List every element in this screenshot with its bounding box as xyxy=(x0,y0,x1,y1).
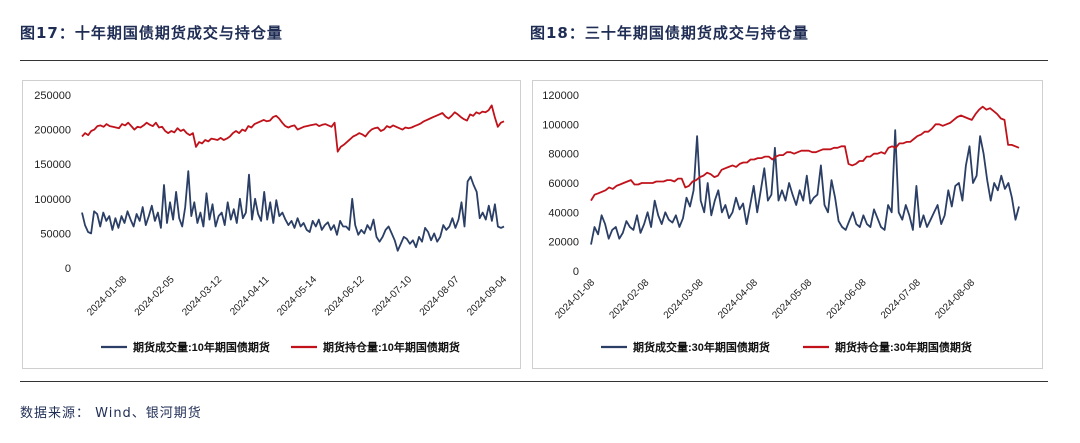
chart-10y-xtick-label: 2024-03-12 xyxy=(180,274,224,318)
chart-30y-ytick-label: 20000 xyxy=(548,237,579,249)
chart-panel-30y: 0 20000 40000 60000 80000 100000 120000 2024-01… xyxy=(532,80,1043,369)
chart-10y-xtick-label: 2024-07-10 xyxy=(370,274,414,318)
chart-10y-xtick-label: 2024-02-05 xyxy=(133,274,177,318)
source-note: 数据来源： Wind、银河期货 xyxy=(20,406,202,421)
chart-10y-series-open-interest-line xyxy=(81,104,505,153)
chart-30y-xtick-label: 2024-06-08 xyxy=(825,277,869,321)
chart-10y-ytick-label: 200000 xyxy=(34,125,71,137)
chart-30y-xtick-label: 2024-08-08 xyxy=(933,277,977,321)
chart-30y-svg: 0 20000 40000 60000 80000 100000 120000 2024-01… xyxy=(542,90,1020,354)
chart-10y-xtick-label: 2024-05-14 xyxy=(275,274,319,318)
chart-30y-xtick-label: 2024-02-08 xyxy=(607,277,651,321)
chart-30y-ytick-label: 80000 xyxy=(548,149,579,161)
top-rule xyxy=(20,60,1048,61)
figure-17-title: 图17：十年期国债期货成交与持仓量 xyxy=(20,24,283,42)
chart-30y-xtick-label: 2024-01-08 xyxy=(553,277,597,321)
chart-30y-legend-label-volume: 期货成交量:30年期国债期货 xyxy=(633,340,770,354)
chart-panel-10y: 0 50000 100000 150000 200000 250000 2024-01-08… xyxy=(22,80,521,369)
chart-30y-ytick-label: 100000 xyxy=(542,119,579,131)
chart-10y-xtick-label: 2024-09-04 xyxy=(465,274,509,318)
chart-30y-ytick-label: 40000 xyxy=(548,207,579,219)
chart-10y-ytick-label: 150000 xyxy=(34,159,71,171)
chart-10y-xtick-label: 2024-08-07 xyxy=(418,274,462,318)
chart-30y-ytick-label: 120000 xyxy=(542,90,579,102)
chart-10y-xtick-label: 2024-01-08 xyxy=(85,274,129,318)
chart-10y-ytick-label: 0 xyxy=(65,263,71,275)
chart-30y-series-volume-line xyxy=(590,129,1020,245)
chart-10y-ytick-label: 50000 xyxy=(40,228,71,240)
chart-10y-series-volume-line xyxy=(81,170,505,252)
chart-10y-legend-label-open-interest: 期货持仓量:10年期国债期货 xyxy=(323,340,460,354)
chart-10y-legend-label-volume: 期货成交量:10年期国债期货 xyxy=(133,340,270,354)
bottom-rule xyxy=(20,381,1048,382)
chart-10y-xtick-label: 2024-06-12 xyxy=(323,274,367,318)
chart-30y-series-open-interest-line xyxy=(590,105,1020,202)
chart-30y-legend-label-open-interest: 期货持仓量:30年期国债期货 xyxy=(835,340,972,354)
chart-30y-xtick-label: 2024-03-08 xyxy=(662,277,706,321)
chart-30y-ytick-label: 0 xyxy=(573,266,579,278)
chart-30y-ytick-label: 60000 xyxy=(548,178,579,190)
chart-10y-xtick-label: 2024-04-11 xyxy=(228,274,272,318)
chart-10y-ytick-label: 250000 xyxy=(34,90,71,102)
chart-10y-ytick-label: 100000 xyxy=(34,194,71,206)
chart-30y-xtick-label: 2024-04-08 xyxy=(716,277,760,321)
chart-10y-svg: 0 50000 100000 150000 200000 250000 2024-01-08… xyxy=(34,90,509,354)
figure-18-title: 图18：三十年期国债期货成交与持仓量 xyxy=(530,24,809,42)
chart-30y-xtick-label: 2024-07-08 xyxy=(879,277,923,321)
chart-30y-xtick-label: 2024-05-08 xyxy=(770,277,814,321)
